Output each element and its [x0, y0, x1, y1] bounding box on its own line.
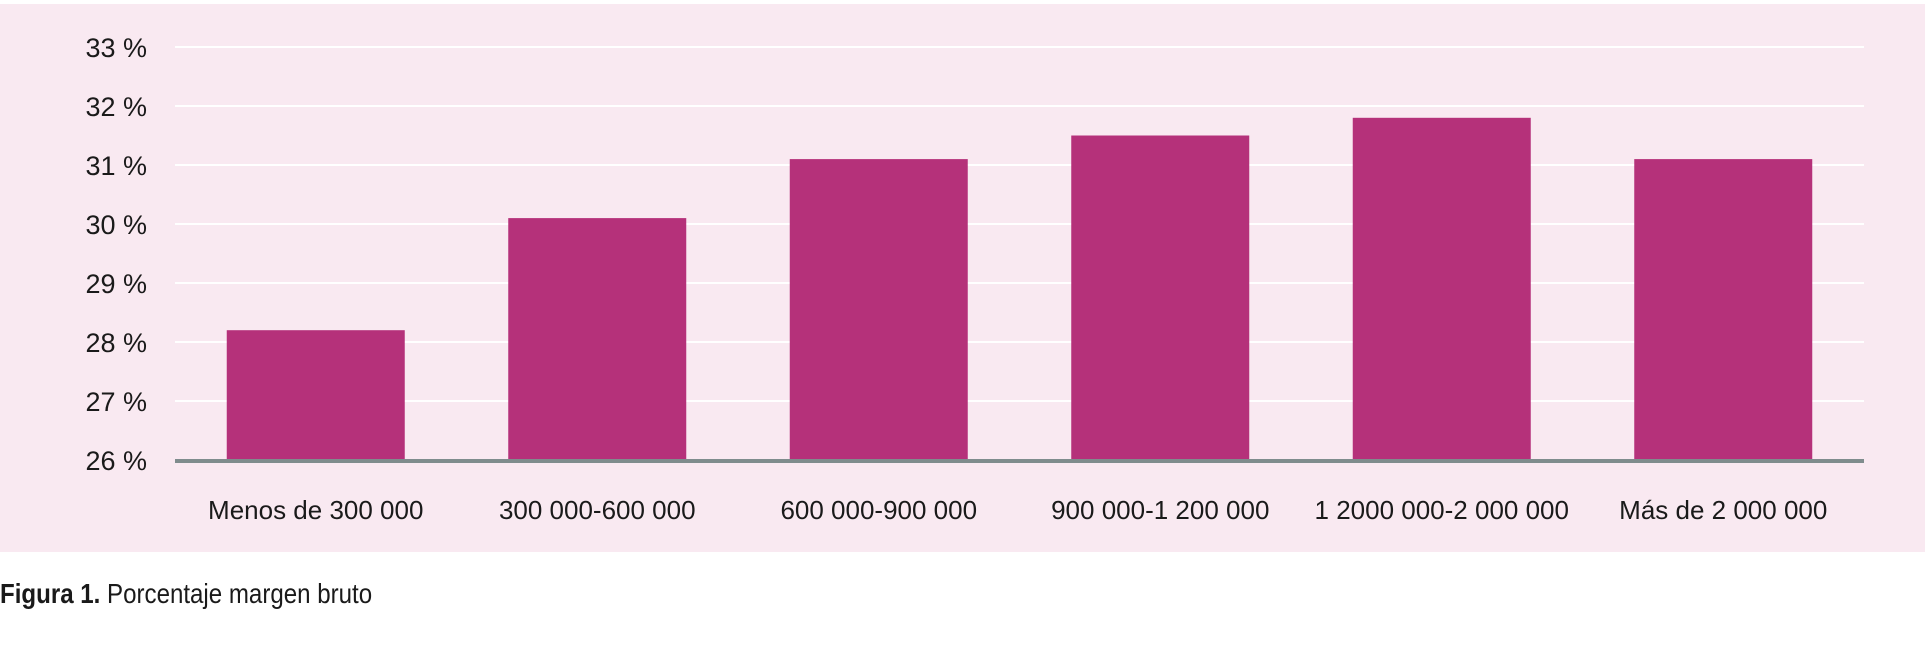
- x-tick-label: Más de 2 000 000: [1619, 495, 1827, 525]
- y-tick-label: 32 %: [85, 92, 147, 122]
- y-tick-label: 31 %: [85, 151, 147, 181]
- x-tick-label: 900 000-1 200 000: [1051, 495, 1269, 525]
- x-tick-label: 300 000-600 000: [499, 495, 696, 525]
- y-tick-label: 27 %: [85, 387, 147, 417]
- figure-label: Figura 1.: [0, 578, 101, 609]
- x-tick-label: Menos de 300 000: [208, 495, 423, 525]
- bar: [226, 330, 405, 460]
- bar: [1071, 135, 1250, 460]
- chart-panel: 26 % 27 % 28 % 29 % 30 % 31 % 32 % 33 % Menos de…: [0, 4, 1925, 552]
- y-tick-label: 30 %: [85, 210, 147, 240]
- y-tick-label: 29 %: [85, 269, 147, 299]
- y-tick-label: 26 %: [85, 446, 147, 476]
- x-tick-label: 600 000-900 000: [780, 495, 977, 525]
- bar: [1634, 159, 1813, 460]
- bar: [508, 218, 687, 460]
- figure-caption: Figura 1. Porcentaje margen bruto: [0, 578, 372, 610]
- y-tick-label: 28 %: [85, 328, 147, 358]
- bar: [1352, 117, 1531, 461]
- bar-chart: 26 % 27 % 28 % 29 % 30 % 31 % 32 % 33 % Menos de…: [85, 33, 1864, 525]
- x-tick-label: 1 2000 000-2 000 000: [1315, 495, 1569, 525]
- figure-title: Porcentaje margen bruto: [100, 578, 373, 609]
- y-tick-label: 33 %: [85, 33, 147, 63]
- bar: [789, 159, 968, 460]
